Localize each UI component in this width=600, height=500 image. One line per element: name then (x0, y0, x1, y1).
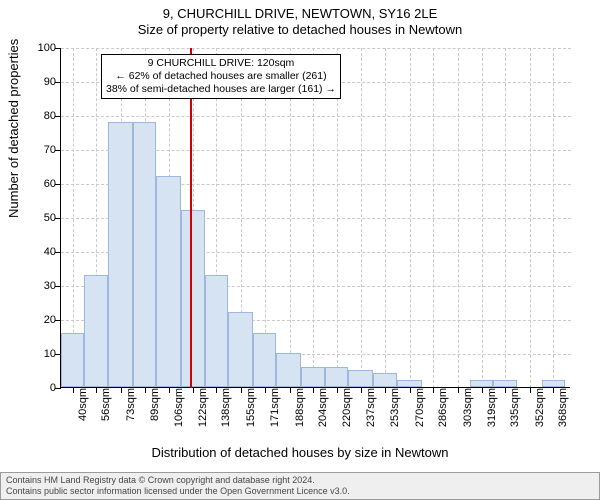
histogram-bar (84, 275, 107, 387)
histogram-bar (156, 176, 181, 387)
histogram-bar (325, 367, 348, 387)
grid-line-v (482, 48, 483, 388)
histogram-bar (493, 380, 516, 387)
grid-line-h (61, 48, 571, 49)
x-tick (73, 387, 74, 393)
x-tick-label: 155sqm (245, 388, 257, 438)
x-tick-label: 352sqm (534, 388, 546, 438)
x-tick (433, 387, 434, 393)
x-tick (121, 387, 122, 393)
x-tick-label: 171sqm (269, 388, 281, 438)
histogram-bar (348, 370, 373, 387)
annotation-line: 9 CHURCHILL DRIVE: 120sqm (106, 57, 336, 70)
histogram-bar (253, 333, 276, 387)
x-tick-label: 56sqm (100, 388, 112, 438)
grid-line-v (410, 48, 411, 388)
y-tick-label: 70 (16, 144, 56, 156)
histogram-bar (61, 333, 84, 387)
x-tick-label: 122sqm (197, 388, 209, 438)
x-tick-label: 335sqm (509, 388, 521, 438)
histogram-bar (181, 210, 204, 387)
x-tick (530, 387, 531, 393)
x-tick (385, 387, 386, 393)
x-tick (193, 387, 194, 393)
footer-line-2: Contains public sector information licen… (6, 486, 594, 497)
x-tick (482, 387, 483, 393)
x-tick-label: 368sqm (557, 388, 569, 438)
footer-licence: Contains HM Land Registry data © Crown c… (0, 472, 600, 500)
x-tick-label: 303sqm (462, 388, 474, 438)
annotation-box: 9 CHURCHILL DRIVE: 120sqm← 62% of detach… (101, 54, 341, 99)
grid-line-v (530, 48, 531, 388)
x-tick-label: 188sqm (294, 388, 306, 438)
y-tick-label: 40 (16, 246, 56, 258)
histogram-bar (542, 380, 565, 387)
histogram-bar (108, 122, 133, 387)
grid-line-v (361, 48, 362, 388)
grid-line-v (458, 48, 459, 388)
histogram-bar (373, 373, 396, 387)
x-tick (410, 387, 411, 393)
x-tick (458, 387, 459, 393)
y-tick-label: 100 (16, 42, 56, 54)
x-tick (290, 387, 291, 393)
x-tick (361, 387, 362, 393)
grid-line-v (385, 48, 386, 388)
x-tick (169, 387, 170, 393)
chart-area: 010203040506070809010040sqm56sqm73sqm89s… (60, 48, 570, 388)
grid-line-v (553, 48, 554, 388)
y-tick-label: 80 (16, 110, 56, 122)
x-tick-label: 89sqm (149, 388, 161, 438)
grid-line-v (505, 48, 506, 388)
x-tick (96, 387, 97, 393)
x-tick-label: 40sqm (77, 388, 89, 438)
grid-line-h (61, 116, 571, 117)
x-tick-label: 73sqm (125, 388, 137, 438)
y-axis-label: Number of detached properties (6, 39, 21, 218)
x-tick-label: 270sqm (414, 388, 426, 438)
y-tick-label: 30 (16, 280, 56, 292)
x-tick-label: 253sqm (389, 388, 401, 438)
x-tick-label: 204sqm (317, 388, 329, 438)
x-tick-label: 106sqm (173, 388, 185, 438)
histogram-bar (397, 380, 422, 387)
plot-region: 010203040506070809010040sqm56sqm73sqm89s… (60, 48, 570, 388)
histogram-bar (276, 353, 301, 387)
x-tick-label: 319sqm (486, 388, 498, 438)
x-tick-label: 138sqm (220, 388, 232, 438)
y-tick-label: 0 (16, 382, 56, 394)
x-axis-label: Distribution of detached houses by size … (0, 445, 600, 460)
x-tick (265, 387, 266, 393)
x-tick-label: 286sqm (437, 388, 449, 438)
footer-line-1: Contains HM Land Registry data © Crown c… (6, 475, 594, 486)
x-tick (553, 387, 554, 393)
x-tick (313, 387, 314, 393)
x-tick (145, 387, 146, 393)
x-tick (337, 387, 338, 393)
annotation-line: 38% of semi-detached houses are larger (… (106, 83, 336, 96)
histogram-bar (301, 367, 324, 387)
page-title: 9, CHURCHILL DRIVE, NEWTOWN, SY16 2LE (0, 0, 600, 22)
histogram-bar (133, 122, 156, 387)
histogram-bar (205, 275, 228, 387)
x-tick-label: 237sqm (365, 388, 377, 438)
grid-line-v (433, 48, 434, 388)
histogram-bar (228, 312, 253, 387)
y-tick-label: 50 (16, 212, 56, 224)
histogram-bar (470, 380, 493, 387)
chart-container: 9, CHURCHILL DRIVE, NEWTOWN, SY16 2LE Si… (0, 0, 600, 500)
x-tick (505, 387, 506, 393)
y-tick-label: 60 (16, 178, 56, 190)
x-tick (216, 387, 217, 393)
y-tick-label: 10 (16, 348, 56, 360)
x-tick-label: 220sqm (341, 388, 353, 438)
page-subtitle: Size of property relative to detached ho… (0, 22, 600, 42)
y-tick-label: 90 (16, 76, 56, 88)
y-tick-label: 20 (16, 314, 56, 326)
x-tick (241, 387, 242, 393)
annotation-line: ← 62% of detached houses are smaller (26… (106, 70, 336, 83)
